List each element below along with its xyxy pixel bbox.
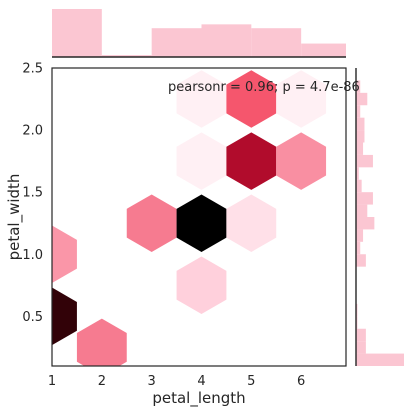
hexbin-cell bbox=[126, 194, 177, 252]
hexbin-cell bbox=[226, 132, 277, 190]
plot-frame bbox=[51, 67, 347, 367]
hexbin-cell bbox=[276, 132, 327, 190]
right-histogram-bar bbox=[356, 217, 375, 230]
right-histogram-bar bbox=[356, 130, 365, 143]
x-tick-label: 2 bbox=[98, 374, 106, 389]
right-histogram-bar bbox=[356, 353, 404, 366]
x-axis-ticks: 1 2 3 4 5 6 bbox=[48, 374, 305, 389]
pearson-annotation: pearsonr = 0.96; p = 4.7e-86 bbox=[168, 80, 360, 95]
right-histogram-bar bbox=[356, 179, 362, 193]
x-tick-label: 1 bbox=[48, 374, 56, 389]
hexbin-cell bbox=[52, 225, 77, 284]
top-histogram-bar bbox=[251, 28, 302, 57]
right-histogram bbox=[355, 68, 404, 366]
y-axis-ticks: 0.5 1.0 1.5 2.0 2.5 bbox=[22, 62, 43, 325]
top-histogram-bar bbox=[301, 43, 346, 57]
x-tick-label: 3 bbox=[148, 374, 156, 389]
right-histogram-bar bbox=[356, 105, 361, 118]
hexbin-cell bbox=[76, 318, 127, 366]
right-histogram-bar bbox=[356, 204, 368, 217]
top-histogram-bar bbox=[101, 55, 152, 57]
right-histogram-bar bbox=[356, 328, 366, 342]
top-histogram-bar bbox=[52, 9, 102, 57]
right-histogram-bar bbox=[356, 167, 359, 180]
right-histogram-bar bbox=[356, 117, 365, 131]
top-histogram-bar bbox=[201, 24, 252, 57]
right-histogram-bar bbox=[356, 92, 368, 106]
right-histogram-bar bbox=[356, 142, 364, 155]
right-histogram-bar bbox=[356, 254, 366, 267]
hexbin-cell bbox=[226, 194, 277, 252]
hexbin-cell bbox=[226, 70, 277, 128]
hexbin-cell bbox=[176, 70, 227, 128]
x-axis-label: petal_length bbox=[152, 389, 245, 408]
hexbin-plot-area bbox=[51, 67, 347, 367]
hexbin-cell bbox=[176, 194, 227, 252]
hexbin-cell bbox=[176, 132, 227, 190]
right-histogram-bar bbox=[356, 192, 373, 205]
hexbin-cell bbox=[52, 287, 77, 346]
x-tick-label: 6 bbox=[297, 374, 305, 389]
x-tick-label: 4 bbox=[197, 374, 205, 389]
hexbin-cell bbox=[276, 70, 327, 128]
right-histogram-bar bbox=[356, 316, 358, 329]
hexbin-cell bbox=[176, 256, 227, 315]
right-histogram-bar bbox=[356, 80, 361, 93]
y-tick-label: 1.0 bbox=[22, 248, 43, 263]
right-histogram-bar bbox=[356, 241, 361, 255]
right-histogram-bar bbox=[356, 341, 366, 354]
y-tick-label: 2.0 bbox=[22, 124, 43, 139]
x-tick-label: 5 bbox=[247, 374, 255, 389]
y-tick-label: 0.5 bbox=[22, 310, 43, 325]
right-histogram-bar bbox=[356, 303, 358, 317]
top-histogram-bar bbox=[151, 28, 202, 57]
y-axis-label: petal_width bbox=[5, 174, 24, 261]
top-histogram bbox=[52, 9, 346, 58]
right-histogram-bar bbox=[356, 154, 373, 168]
y-tick-label: 1.5 bbox=[22, 186, 43, 201]
y-tick-label: 2.5 bbox=[22, 62, 43, 77]
right-histogram-bar bbox=[356, 229, 364, 242]
